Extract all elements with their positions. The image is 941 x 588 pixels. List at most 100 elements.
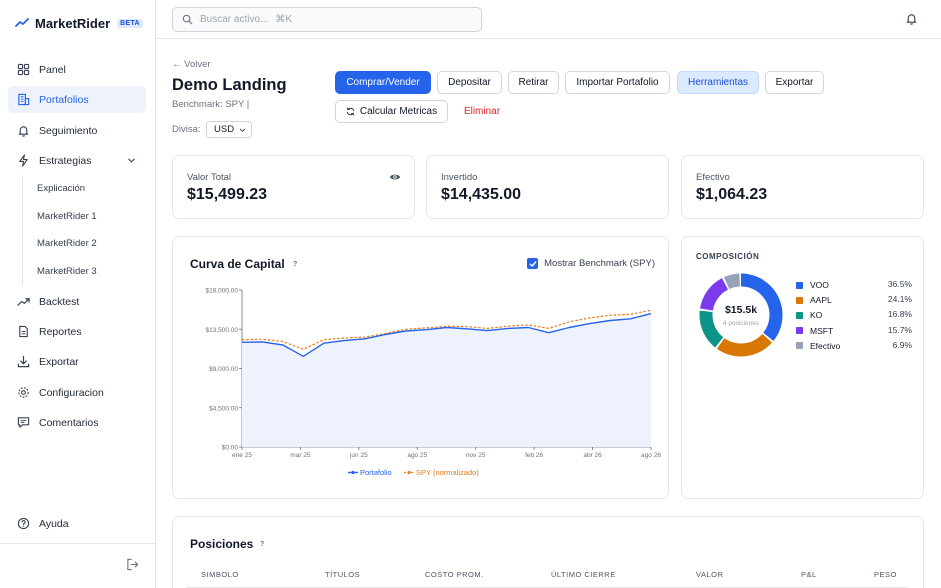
deposit-button[interactable]: Depositar bbox=[437, 71, 502, 94]
legend-item-benchmark[interactable]: SPY (normalizado) bbox=[404, 468, 479, 477]
donut-slice-voo[interactable] bbox=[699, 273, 783, 357]
benchmark-toggle[interactable]: Mostrar Benchmark (SPY) bbox=[527, 258, 655, 269]
chat-icon bbox=[17, 417, 30, 428]
cash-card: Efectivo $1,064.23 bbox=[681, 155, 924, 219]
subnav-item-marketrider-3[interactable]: MarketRider 3 bbox=[37, 266, 97, 277]
sidebar-item-label: Portafolios bbox=[39, 93, 89, 106]
composition-card: COMPOSICIÓN $15.5k 4 posiciones VOO 36.5%… bbox=[681, 236, 924, 499]
building-icon bbox=[18, 93, 30, 106]
positions-help-icon[interactable]: ? bbox=[260, 541, 265, 548]
column-header-weight[interactable]: PESO bbox=[874, 570, 897, 579]
legend-swatch bbox=[796, 311, 803, 319]
column-header-pnl[interactable]: P&L bbox=[801, 570, 817, 579]
total-value-card: Valor Total $15,499.23 bbox=[172, 155, 415, 219]
sidebar-item-seguimiento[interactable]: Seguimiento bbox=[8, 117, 146, 144]
sidebar-item-comentarios[interactable]: Comentarios bbox=[8, 409, 146, 436]
search-shortcut: ⌘K bbox=[275, 14, 293, 25]
sidebar-item-panel[interactable]: Panel bbox=[8, 56, 146, 83]
legend-item-msft: MSFT 15.7% bbox=[796, 325, 912, 337]
search-input[interactable]: Buscar activo... ⌘K bbox=[172, 7, 482, 32]
benchmark-checkbox[interactable] bbox=[527, 258, 539, 269]
x-tick-label: ene 25 bbox=[232, 452, 252, 459]
legend-swatch bbox=[796, 296, 803, 304]
column-header-value[interactable]: VALOR bbox=[696, 570, 724, 579]
calculate-metrics-button[interactable]: Calcular Metricas bbox=[335, 100, 448, 123]
x-tick-label: nov 25 bbox=[466, 452, 486, 459]
page-title: Demo Landing bbox=[172, 76, 287, 94]
column-header-last-close[interactable]: ÚLTIMO CIERRE bbox=[551, 570, 616, 579]
back-link[interactable]: ← Volver bbox=[172, 59, 211, 70]
portfolio-area bbox=[242, 313, 651, 447]
capital-curve-card: Curva de Capital ? Mostrar Benchmark (SP… bbox=[172, 236, 669, 499]
subnav-item-explicacion[interactable]: Explicación bbox=[37, 183, 86, 194]
search-placeholder: Buscar activo... bbox=[200, 14, 269, 25]
stat-label: Efectivo bbox=[696, 172, 730, 183]
benchmark-toggle-label: Mostrar Benchmark (SPY) bbox=[544, 258, 655, 269]
lightning-icon bbox=[19, 154, 28, 167]
legend-item-ko: KO 16.8% bbox=[796, 309, 912, 321]
subnav-item-marketrider-1[interactable]: MarketRider 1 bbox=[37, 211, 97, 222]
column-header-symbol[interactable]: SIMBOLO bbox=[201, 570, 239, 579]
legend-percent: 6.9% bbox=[892, 339, 912, 350]
donut-slice-aapl[interactable] bbox=[699, 273, 783, 357]
brand[interactable]: MarketRider BETA bbox=[15, 13, 143, 33]
chart-help-icon[interactable]: ? bbox=[293, 261, 298, 268]
column-header-avg-cost[interactable]: COSTO PROM. bbox=[425, 570, 484, 579]
import-portfolio-button[interactable]: Importar Portafolio bbox=[565, 71, 670, 94]
legend-dot bbox=[407, 470, 411, 475]
withdraw-button[interactable]: Retirar bbox=[508, 71, 559, 94]
benchmark-label: Benchmark: SPY | bbox=[172, 99, 250, 110]
sidebar-item-label: Seguimiento bbox=[39, 124, 98, 137]
currency-select[interactable]: USD bbox=[206, 121, 252, 138]
grid-icon bbox=[17, 63, 30, 76]
trend-up-icon bbox=[17, 298, 30, 306]
legend-name: MSFT bbox=[810, 325, 834, 336]
buy-sell-button[interactable]: Comprar/Vender bbox=[335, 71, 431, 94]
currency-label: Divisa: bbox=[172, 124, 201, 135]
sidebar-item-exportar[interactable]: Exportar bbox=[8, 348, 146, 375]
sidebar-item-label: Configuracion bbox=[39, 386, 104, 399]
eye-icon[interactable] bbox=[389, 171, 401, 183]
gear-icon bbox=[18, 387, 29, 398]
export-button[interactable]: Exportar bbox=[765, 71, 824, 94]
x-tick-label: ago 26 bbox=[641, 452, 661, 459]
legend-item-voo: VOO 36.5% bbox=[796, 279, 912, 291]
legend-item-portfolio[interactable]: Portafolio bbox=[348, 468, 392, 477]
y-tick-label: $4,500.00 bbox=[209, 405, 238, 412]
stat-label: Invertido bbox=[441, 172, 478, 183]
strategies-subnav: Explicación MarketRider 1 MarketRider 2 … bbox=[22, 175, 146, 286]
currency-value: USD bbox=[214, 124, 235, 135]
topbar: Buscar activo... ⌘K bbox=[156, 0, 941, 39]
chevron-down-icon bbox=[128, 158, 135, 163]
sidebar-item-backtest[interactable]: Backtest bbox=[8, 288, 146, 315]
sidebar-item-label: Reportes bbox=[39, 325, 82, 338]
donut-center-subtitle: 4 posiciones bbox=[723, 320, 760, 327]
sidebar-item-reportes[interactable]: Reportes bbox=[8, 318, 146, 345]
subnav-item-marketrider-2[interactable]: MarketRider 2 bbox=[37, 238, 97, 249]
sidebar-item-portafolios[interactable]: Portafolios bbox=[8, 86, 146, 113]
delete-button[interactable]: Eliminar bbox=[463, 106, 501, 117]
stat-value: $15,499.23 bbox=[187, 186, 268, 203]
legend-item-aapl: AAPL 24.1% bbox=[796, 294, 912, 306]
sidebar-item-label: Backtest bbox=[39, 295, 80, 308]
x-tick-label: mar 25 bbox=[290, 452, 311, 459]
stat-value: $1,064.23 bbox=[696, 186, 768, 203]
chart-title: Curva de Capital bbox=[190, 257, 285, 271]
notifications-bell-icon[interactable] bbox=[905, 12, 918, 25]
question-circle-icon bbox=[17, 517, 30, 530]
sidebar-item-ayuda[interactable]: Ayuda bbox=[8, 510, 146, 537]
sidebar: MarketRider BETA Panel Portafolios Segui… bbox=[0, 0, 156, 588]
sidebar-item-configuracion[interactable]: Configuracion bbox=[8, 379, 146, 406]
column-header-shares[interactable]: TÍTULOS bbox=[325, 570, 361, 579]
invested-card: Invertido $14,435.00 bbox=[426, 155, 669, 219]
x-tick-label: feb 26 bbox=[525, 452, 543, 459]
y-tick-label: $13,500.00 bbox=[205, 327, 238, 334]
logout-icon[interactable] bbox=[126, 558, 139, 571]
sidebar-item-label: Ayuda bbox=[39, 517, 69, 530]
tools-button[interactable]: Herramientas bbox=[677, 71, 759, 94]
check-icon bbox=[529, 260, 537, 267]
donut-slice-ko[interactable] bbox=[699, 273, 783, 357]
legend-name: AAPL bbox=[810, 295, 832, 306]
sidebar-item-estrategias[interactable]: Estrategias bbox=[8, 147, 146, 174]
legend-item-efectivo: Efectivo 6.9% bbox=[796, 340, 912, 352]
